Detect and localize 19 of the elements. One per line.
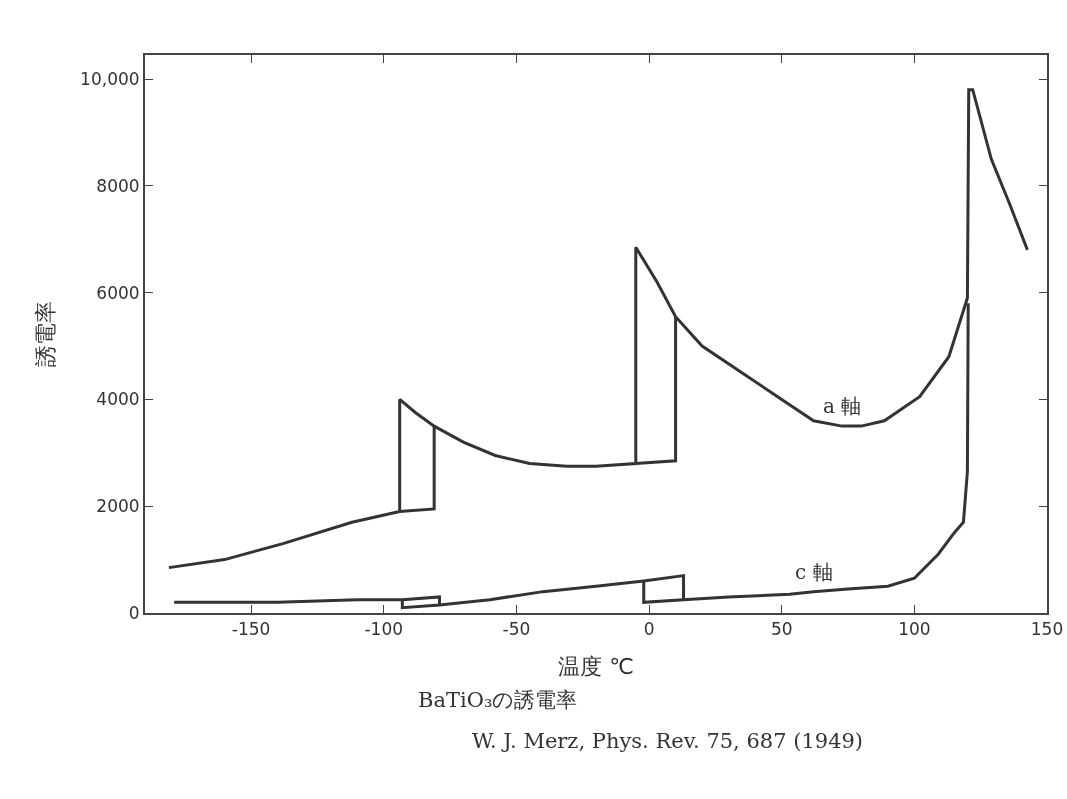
text: W. J. Merz, Phys. Rev. 75, 687 (1949) [472, 729, 864, 753]
y-tick-label: 6000 [96, 282, 140, 303]
x-tick-label: 100 [898, 619, 931, 640]
y-tick-label: 8000 [96, 175, 140, 196]
series-label: c 軸 [795, 560, 833, 584]
x-tick-label: -50 [502, 619, 531, 640]
x-tick-label: 50 [770, 619, 793, 640]
y-tick-label: 4000 [96, 389, 140, 410]
text: BaTiO₃の誘電率 [418, 688, 578, 712]
x-tick-label: 150 [1030, 619, 1064, 640]
x-tick-label: -100 [364, 619, 404, 640]
series-label: a 軸 [823, 394, 862, 418]
x-axis-title: 温度 ℃ [558, 653, 634, 679]
y-tick-label: 2000 [96, 496, 140, 517]
x-tick-label: -150 [231, 619, 271, 640]
y-axis-title: 誘電率 [33, 301, 59, 367]
y-tick-label: 0 [128, 602, 140, 623]
x-tick-label: 0 [643, 619, 655, 640]
y-tick-label: 10,000 [80, 68, 140, 89]
